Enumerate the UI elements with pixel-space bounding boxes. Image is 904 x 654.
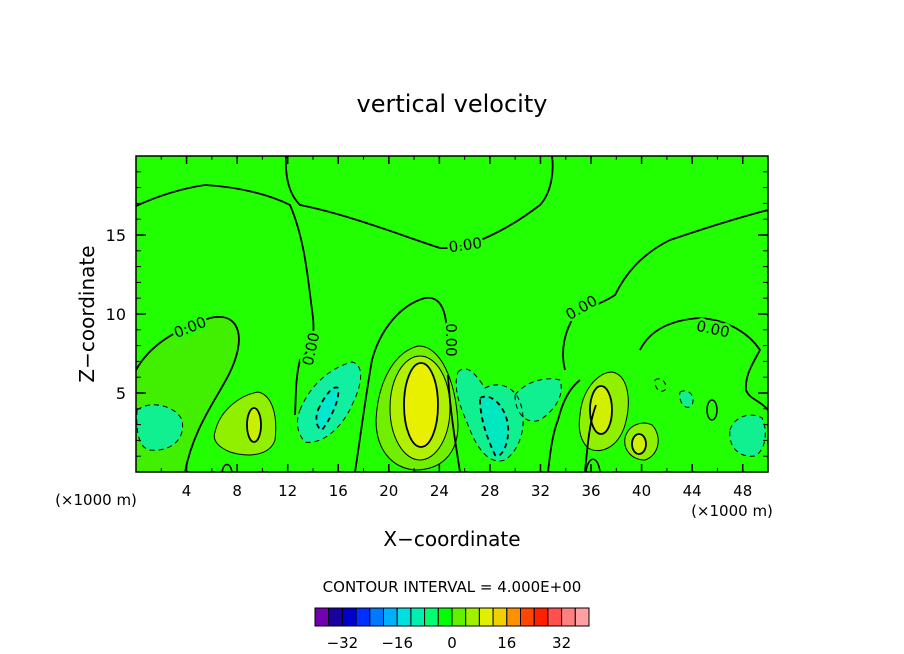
x-tick-label: 16 [329,482,348,500]
zero-contour-top-middle [285,155,554,249]
negative-contour-left [136,404,184,451]
colorbar-swatch [369,607,384,627]
fill-positive-40-core [632,434,646,454]
negative-contour-14-outer [296,361,362,443]
negative-contour-right [729,414,766,457]
chart-title: vertical velocity [357,90,548,118]
colorbar-swatch [478,607,494,627]
colorbar-labels: −32 −16 0 16 32 [327,634,572,652]
plot-area: 0.00 0.00 0.00 0.00 0.00 0.00 [135,155,769,473]
positive-contour-22-4 [375,345,459,471]
colorbar-swatch [396,607,412,627]
y-axis: 5 10 15 [106,171,768,457]
positive-contour-37-outer [578,371,629,452]
zero-contour-right-lower [639,317,769,411]
positive-contour-small-44 [706,399,718,421]
y-tick-label: 10 [106,305,126,324]
positive-contour-bottom-9 [221,463,233,473]
negative-contour-14-inner [315,386,340,432]
colorbar-swatch [574,607,590,627]
negative-contour-29-inner [479,395,510,457]
fill-negative-right [729,415,766,457]
zero-contour-right-upper [562,209,769,371]
positive-contour-22-12 [403,362,439,448]
contour-interval-text: CONTOUR INTERVAL = 4.000E+00 [323,578,582,596]
fill-positive-22-core [404,363,438,447]
negative-contour-29-outer [455,368,524,462]
x-tick-label: 24 [430,482,449,500]
colorbar [314,607,590,627]
fill-negative-29-core [480,396,509,456]
y-tick-label: 5 [116,384,126,403]
fill-positive-8 [214,392,276,455]
fill-negative-left [136,404,183,451]
x-units-left: (×1000 m) [55,491,137,509]
zero-contour-center-right [447,374,461,473]
colorbar-label: 0 [447,634,457,652]
zero-contour-center-left [354,297,449,473]
colorbar-label: −32 [327,634,359,652]
x-units-right: (×1000 m) [691,502,773,520]
negative-contours [136,361,766,462]
colorbar-swatch [355,607,371,627]
fill-negative-right-2 [679,390,694,408]
zero-contour-left-lower [135,315,240,473]
x-tick-label: 44 [683,482,702,500]
x-tick-label: 32 [531,482,550,500]
colorbar-swatch [561,607,576,627]
x-tick-label: 20 [379,482,398,500]
zero-contour-top-left [135,184,315,416]
y-axis-label: Z−coordinate [75,245,99,382]
x-tick-label: 40 [632,482,651,500]
colorbar-swatch [520,607,535,627]
fill-negative-14-core [316,387,339,430]
fill-negative-33 [515,378,562,422]
x-tick-label: 48 [733,482,752,500]
colorbar-label: −16 [381,634,413,652]
negative-contour-right-2 [679,390,694,408]
colorbar-swatch [492,607,508,627]
fill-positive-37-core [590,386,612,434]
zero-contour-right-middle [584,404,597,473]
positive-contour-37 [589,385,613,435]
colorbar-swatch [533,607,549,627]
colorbar-swatch [328,607,343,627]
colorbar-swatch [410,607,426,627]
positive-contour-bottom-36 [585,458,601,473]
colorbar-swatch [314,607,330,627]
x-axis: 4 8 12 16 20 24 28 32 36 40 44 48 [160,156,752,500]
contour-lines [135,155,769,473]
colorbar-swatch [506,607,521,627]
fill-positive-8-core [247,408,261,442]
positive-contour-22-8 [389,355,451,461]
colorbar-swatch [451,607,467,627]
contour-label: 0.00 [442,323,460,356]
positive-contour-40 [631,433,647,455]
colorbar-swatch [465,607,480,627]
colorbar-swatch [341,607,357,627]
y-tick-label: 15 [106,226,126,245]
x-tick-label: 12 [278,482,297,500]
negative-contour-33 [514,378,562,422]
x-tick-label: 4 [182,482,192,500]
colorbar-swatch [424,607,439,627]
colorbar-label: 16 [497,634,516,652]
positive-contour-8 [246,407,262,443]
colorbar-swatch [437,607,453,627]
x-tick-label: 28 [480,482,499,500]
negative-contour-small-43 [654,378,667,392]
colorbar-label: 32 [552,634,571,652]
colorbar-swatch [547,607,563,627]
x-axis-label: X−coordinate [383,527,520,551]
x-tick-label: 8 [232,482,242,500]
positive-contour-8-outer [213,391,277,456]
zero-contour-middle-right [547,379,581,473]
colorbar-swatch [383,607,398,627]
x-tick-label: 36 [581,482,600,500]
positive-contour-40-outer [624,422,659,461]
